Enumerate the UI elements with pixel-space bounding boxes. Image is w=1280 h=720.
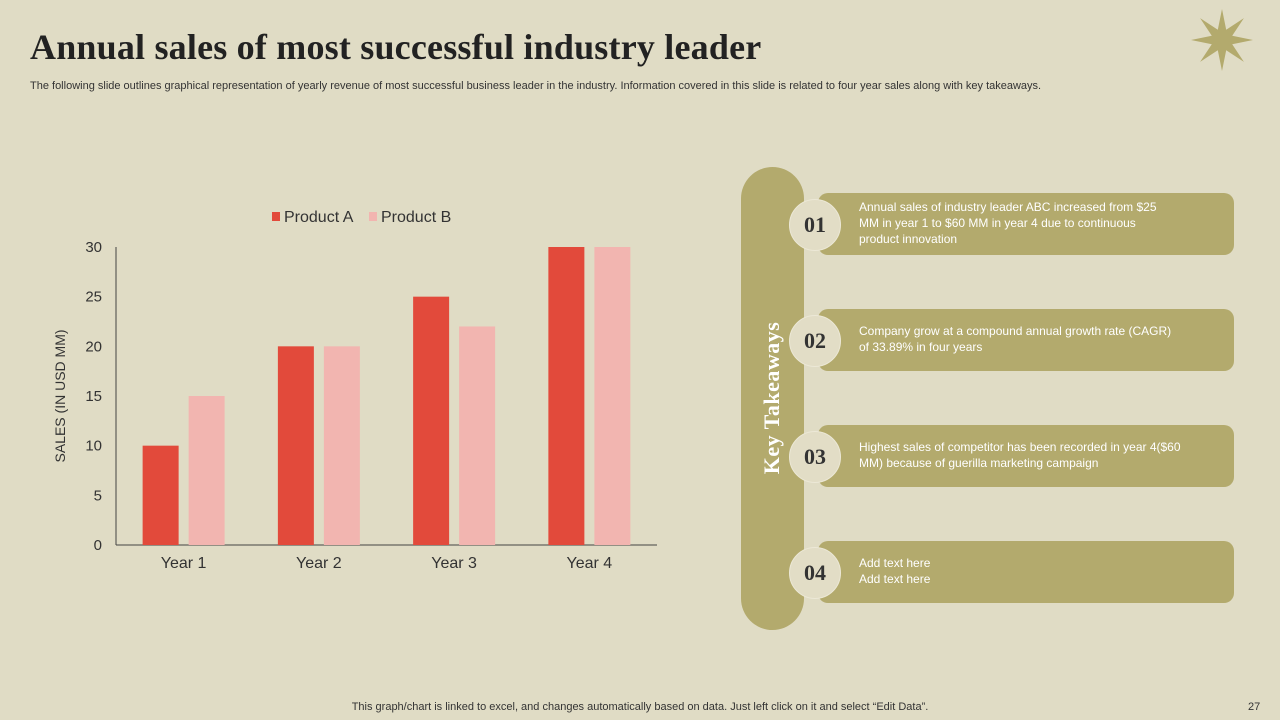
bar — [188, 396, 225, 545]
y-tick-label: 20 — [85, 338, 102, 355]
slide-subtitle: The following slide outlines graphical r… — [30, 80, 1042, 92]
legend-label: Product A — [284, 209, 354, 226]
bar — [413, 296, 450, 545]
takeaway-line: Annual sales of industry leader ABC incr… — [859, 200, 1157, 214]
sales-bar-chart: 0 5 10 15 20 25 30 Year 1 Year 2 Year 3 Year 4 SALE… — [52, 209, 657, 572]
takeaway-line: Add text here — [859, 572, 931, 586]
legend-swatch — [272, 212, 280, 221]
y-tick-label: 5 — [94, 487, 102, 504]
y-tick-label: 25 — [85, 289, 102, 306]
takeaway-badge-3: 03 — [789, 431, 841, 483]
slide-title: Annual sales of most successful industry… — [30, 27, 762, 67]
bar — [459, 326, 496, 545]
bar — [323, 346, 360, 545]
takeaway-card-3: Highest sales of competitor has been rec… — [818, 425, 1234, 487]
takeaway-line: Highest sales of competitor has been rec… — [859, 440, 1181, 454]
y-tick-label: 10 — [85, 438, 102, 455]
takeaway-text-2: Company grow at a compound annual growth… — [859, 323, 1219, 355]
y-tick-label: 15 — [85, 388, 102, 405]
takeaway-card-2: Company grow at a compound annual growth… — [818, 309, 1234, 371]
takeaway-text-3: Highest sales of competitor has been rec… — [859, 439, 1219, 471]
takeaway-badge-4: 04 — [789, 547, 841, 599]
takeaway-line: MM) because of guerilla marketing campai… — [859, 456, 1099, 470]
takeaway-text-4: Add text here Add text here — [859, 555, 1219, 587]
bar — [594, 247, 631, 545]
eight-point-star-icon — [1191, 9, 1253, 71]
bar — [548, 247, 585, 545]
footer-note: This graph/chart is linked to excel, and… — [351, 701, 929, 713]
x-tick-label: Year 4 — [567, 555, 613, 572]
takeaway-line: of 33.89% in four years — [859, 340, 983, 354]
legend-label: Product B — [381, 209, 451, 226]
takeaway-badge-2: 02 — [789, 315, 841, 367]
takeaway-text-1: Annual sales of industry leader ABC incr… — [859, 199, 1219, 247]
takeaway-line: Add text here — [859, 556, 931, 570]
y-tick-label: 30 — [85, 239, 102, 256]
takeaway-card-1: Annual sales of industry leader ABC incr… — [818, 193, 1234, 255]
page-number: 27 — [1248, 701, 1261, 713]
legend-swatch — [369, 212, 377, 221]
y-tick-label: 0 — [94, 537, 102, 554]
takeaway-card-4: Add text here Add text here — [818, 541, 1234, 603]
y-axis-title: SALES (IN USD MM) — [52, 329, 68, 462]
takeaway-badge-1: 01 — [789, 199, 841, 251]
bar — [142, 445, 179, 545]
takeaway-line: Company grow at a compound annual growth… — [859, 324, 1172, 338]
x-tick-label: Year 3 — [431, 555, 477, 572]
x-tick-label: Year 2 — [296, 555, 342, 572]
bar — [277, 346, 314, 545]
takeaway-line: product innovation — [859, 232, 958, 246]
key-takeaways-heading: Key Takeaways — [759, 321, 784, 475]
takeaway-line: MM in year 1 to $60 MM in year 4 due to … — [859, 216, 1136, 230]
key-takeaways-pill — [741, 167, 804, 630]
x-tick-label: Year 1 — [161, 555, 207, 572]
